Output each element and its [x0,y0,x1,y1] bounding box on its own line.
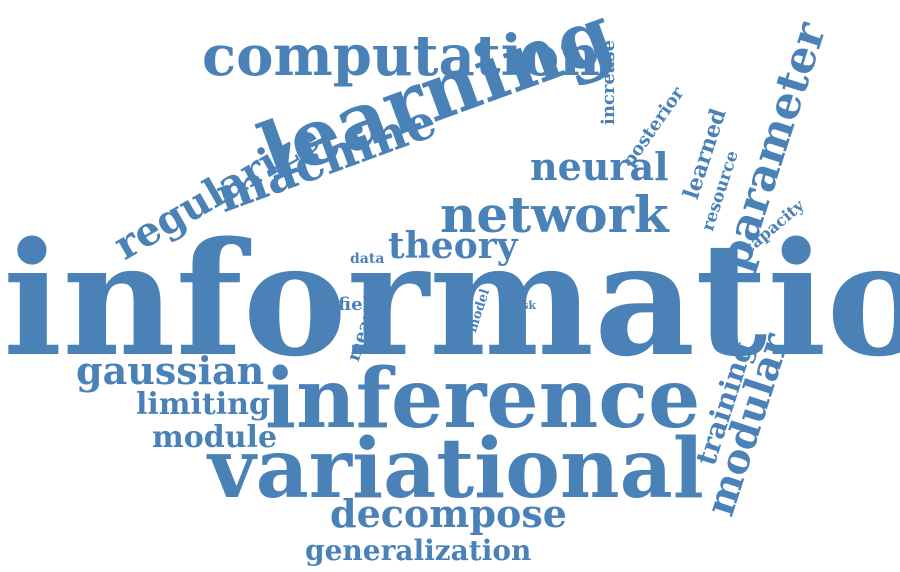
word-inference: inference [265,351,701,447]
word-variational: variational [208,421,704,517]
word-data: data [350,251,385,267]
word-neural: neural [530,144,669,189]
word-field: field [338,294,382,315]
word-information: information [3,208,900,391]
word-generalization: generalization [305,534,532,567]
word-gaussian: gaussian [76,348,265,393]
word-limiting: limiting [136,387,270,422]
word-module: module [152,420,278,455]
word-task: task [510,299,537,312]
word-decompose: decompose [330,491,567,536]
word-computation: computation [202,23,600,89]
word-theory: theory [388,225,518,267]
word-increase: increase [598,39,619,125]
word-network: network [440,185,669,244]
